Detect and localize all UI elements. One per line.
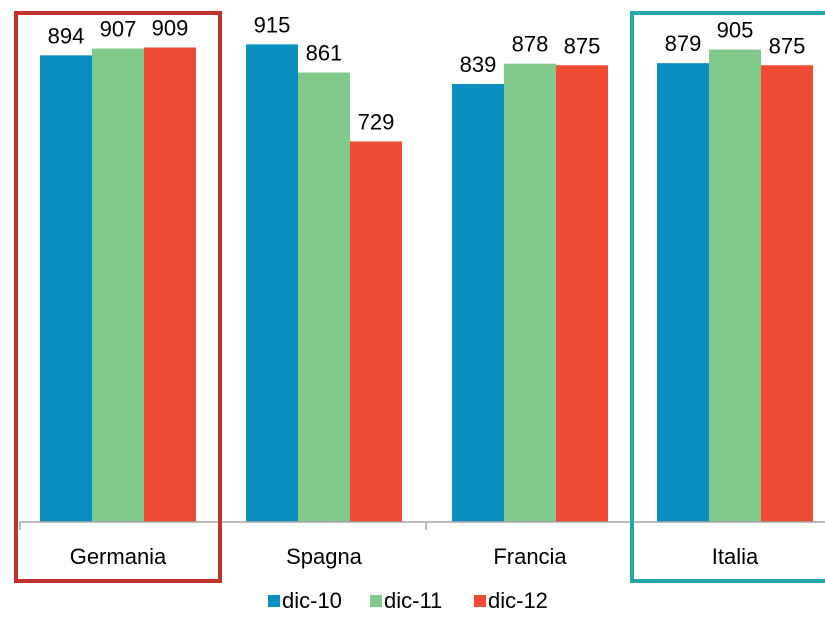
highlight-boxes-layer	[14, 11, 825, 583]
bar-italia-dic-10	[657, 63, 709, 523]
value-label-spagna-dic-10: 915	[254, 12, 291, 37]
bar-spagna-dic-12	[350, 141, 402, 522]
bar-italia-dic-12	[761, 65, 813, 522]
bar-germania-dic-10	[40, 55, 92, 522]
value-label-francia-dic-10: 839	[460, 52, 497, 77]
legend-label-dic-11: dic-11	[384, 588, 442, 613]
bar-francia-dic-10	[452, 84, 504, 523]
category-labels-layer: Germania Spagna Francia Italia	[70, 544, 759, 569]
legend-swatch-dic-12	[474, 595, 486, 607]
value-label-italia-dic-12: 875	[769, 33, 806, 58]
x-axis-ticks	[19, 522, 632, 530]
category-label-spagna: Spagna	[286, 544, 363, 569]
value-label-italia-dic-10: 879	[665, 31, 702, 56]
bars-layer	[40, 44, 813, 523]
value-label-spagna-dic-12: 729	[358, 109, 395, 134]
bar-francia-dic-11	[504, 63, 556, 523]
bar-germania-dic-12	[144, 47, 196, 522]
legend-swatch-dic-11	[370, 595, 382, 607]
bar-francia-dic-12	[556, 65, 608, 522]
bar-spagna-dic-11	[298, 72, 350, 523]
legend-label-dic-10: dic-10	[282, 588, 342, 613]
category-label-francia: Francia	[493, 544, 567, 569]
bar-germania-dic-11	[92, 48, 144, 523]
legend-swatch-dic-10	[268, 595, 280, 607]
value-label-germania-dic-10: 894	[48, 23, 85, 48]
value-label-spagna-dic-11: 861	[306, 41, 343, 66]
value-label-francia-dic-12: 875	[564, 33, 601, 58]
bar-italia-dic-11	[709, 49, 761, 523]
category-label-italia: Italia	[712, 544, 759, 569]
value-label-francia-dic-11: 878	[512, 32, 549, 57]
value-label-italia-dic-11: 905	[717, 18, 754, 43]
bar-spagna-dic-10	[246, 44, 298, 523]
category-label-germania: Germania	[70, 544, 167, 569]
highlight-box-italia	[630, 11, 825, 583]
legend: dic-10 dic-11 dic-12	[268, 588, 548, 613]
legend-label-dic-12: dic-12	[488, 588, 548, 613]
highlight-box-germania	[14, 11, 222, 583]
value-labels-layer: 894 907 909 915 861 729 839 878 875 879 905 875	[48, 12, 806, 134]
value-label-germania-dic-12: 909	[152, 16, 189, 41]
value-label-germania-dic-11: 907	[100, 17, 137, 42]
